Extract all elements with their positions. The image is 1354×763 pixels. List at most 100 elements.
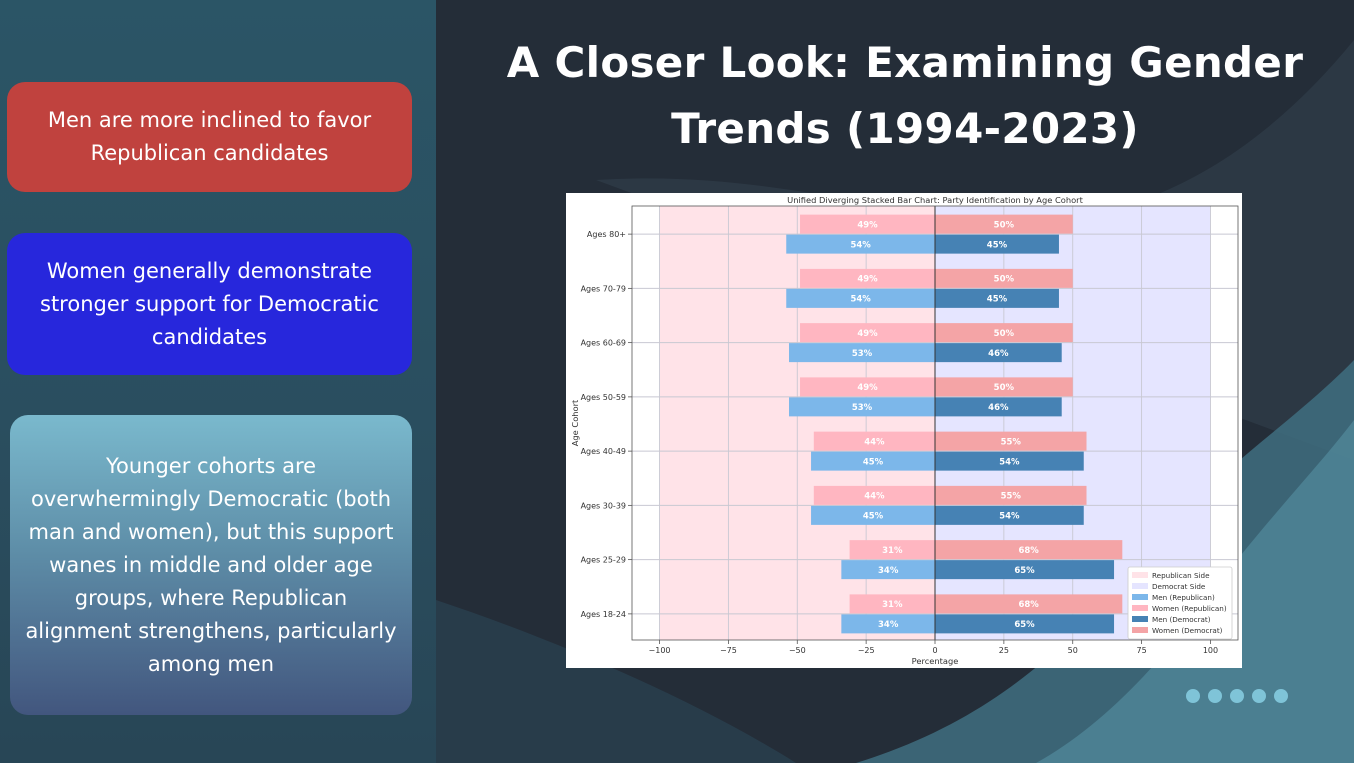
bar-label: 54% xyxy=(999,512,1020,522)
legend-label: Democrat Side xyxy=(1152,582,1206,591)
bar-label: 55% xyxy=(1001,437,1022,447)
legend-label: Men (Democrat) xyxy=(1152,615,1211,624)
bar-label: 45% xyxy=(863,512,884,522)
legend-swatch xyxy=(1132,594,1148,600)
bar-label: 55% xyxy=(1001,492,1022,502)
bar-label: 50% xyxy=(994,383,1015,393)
insight-card-women: Women generally demonstrate stronger sup… xyxy=(7,233,412,375)
pager-dot[interactable] xyxy=(1186,689,1200,703)
bar-label: 34% xyxy=(878,620,899,630)
legend-swatch xyxy=(1132,583,1148,589)
bar xyxy=(841,560,935,580)
pager-dots xyxy=(1186,689,1288,703)
x-tick-label: −75 xyxy=(720,646,737,655)
bar-label: 44% xyxy=(864,492,885,502)
y-tick-label: Ages 50-59 xyxy=(581,393,626,402)
legend-label: Men (Republican) xyxy=(1152,593,1215,602)
bar xyxy=(800,268,935,288)
bar xyxy=(813,431,935,451)
legend-swatch xyxy=(1132,627,1148,633)
bar xyxy=(935,431,1087,451)
bar xyxy=(935,214,1073,234)
diverging-bar-chart: 49% 49% 49% 49% 44% 44% 31% 31% 50% 50% 50% 50% 55% 5… xyxy=(570,195,1239,666)
bar-label: 50% xyxy=(994,275,1015,285)
bar xyxy=(841,614,935,634)
x-axis-label: Percentage xyxy=(912,656,959,666)
bar xyxy=(935,234,1059,254)
x-tick-label: −100 xyxy=(649,646,671,655)
y-tick-label: Ages 30-39 xyxy=(581,501,626,510)
bar-label: 44% xyxy=(864,437,885,447)
bar xyxy=(789,397,935,417)
pager-dot[interactable] xyxy=(1208,689,1222,703)
x-tick-label: 100 xyxy=(1203,646,1218,655)
bar-label: 50% xyxy=(994,220,1015,230)
bar xyxy=(849,540,935,560)
bar xyxy=(813,485,935,505)
bar xyxy=(935,268,1073,288)
bar-label: 54% xyxy=(850,240,871,250)
y-tick-label: Ages 60-69 xyxy=(581,339,626,348)
bar xyxy=(800,377,935,397)
x-tick-label: 25 xyxy=(999,646,1009,655)
y-tick-label: Ages 18-24 xyxy=(581,610,626,619)
bar xyxy=(935,485,1087,505)
bar-label: 46% xyxy=(988,403,1009,413)
pager-dot[interactable] xyxy=(1274,689,1288,703)
bar-label: 45% xyxy=(987,295,1008,305)
y-tick-label: Ages 70-79 xyxy=(581,284,626,293)
bar-label: 50% xyxy=(994,329,1015,339)
bar-label: 53% xyxy=(852,349,873,359)
bar xyxy=(935,377,1073,397)
bar xyxy=(935,540,1123,560)
bar xyxy=(935,560,1115,580)
x-tick-label: −50 xyxy=(789,646,806,655)
x-tick-label: −25 xyxy=(858,646,875,655)
bar-label: 54% xyxy=(999,457,1020,467)
legend-label: Women (Republican) xyxy=(1152,604,1227,613)
bar-label: 65% xyxy=(1014,620,1035,630)
bar-label: 49% xyxy=(857,329,878,339)
bar-label: 53% xyxy=(852,403,873,413)
bar xyxy=(935,323,1073,343)
bar-label: 31% xyxy=(882,546,903,556)
legend-swatch xyxy=(1132,605,1148,611)
bar xyxy=(789,343,935,363)
bar-label: 46% xyxy=(988,349,1009,359)
bar xyxy=(935,614,1115,634)
bar-label: 68% xyxy=(1018,546,1039,556)
x-tick-label: 50 xyxy=(1068,646,1078,655)
legend-swatch xyxy=(1132,572,1148,578)
legend-label: Women (Democrat) xyxy=(1152,626,1223,635)
y-tick-label: Ages 80+ xyxy=(587,230,626,239)
pager-dot[interactable] xyxy=(1252,689,1266,703)
pager-dot[interactable] xyxy=(1230,689,1244,703)
bar-label: 49% xyxy=(857,275,878,285)
chart-title: Unified Diverging Stacked Bar Chart: Par… xyxy=(787,195,1083,205)
bar xyxy=(800,214,935,234)
bar-label: 49% xyxy=(857,220,878,230)
bar xyxy=(786,234,935,254)
x-tick-label: 75 xyxy=(1136,646,1146,655)
bar-label: 45% xyxy=(863,457,884,467)
insight-card-women-text: Women generally demonstrate stronger sup… xyxy=(40,258,379,349)
bar xyxy=(935,343,1062,363)
x-tick-label: 0 xyxy=(932,646,937,655)
bar xyxy=(935,594,1123,614)
bar-label: 54% xyxy=(850,295,871,305)
bar xyxy=(849,594,935,614)
legend-box xyxy=(1127,566,1233,640)
bar xyxy=(811,451,935,471)
slide-title: A Closer Look: Examining Gender Trends (… xyxy=(506,38,1304,153)
chart-container: 49% 49% 49% 49% 44% 44% 31% 31% 50% 50% 50% 50% 55% 5… xyxy=(566,193,1242,668)
bar xyxy=(935,505,1084,525)
y-axis-label: Age Cohort xyxy=(570,399,580,446)
insight-card-men: Men are more inclined to favor Republica… xyxy=(7,82,412,192)
bar xyxy=(935,397,1062,417)
y-tick-label: Ages 40-49 xyxy=(581,447,626,456)
insight-card-younger-cohorts: Younger cohorts are overwhermingly Democ… xyxy=(10,415,412,715)
bar-label: 45% xyxy=(987,240,1008,250)
bar-label: 68% xyxy=(1018,600,1039,610)
bar xyxy=(935,451,1084,471)
bar-label: 34% xyxy=(878,566,899,576)
